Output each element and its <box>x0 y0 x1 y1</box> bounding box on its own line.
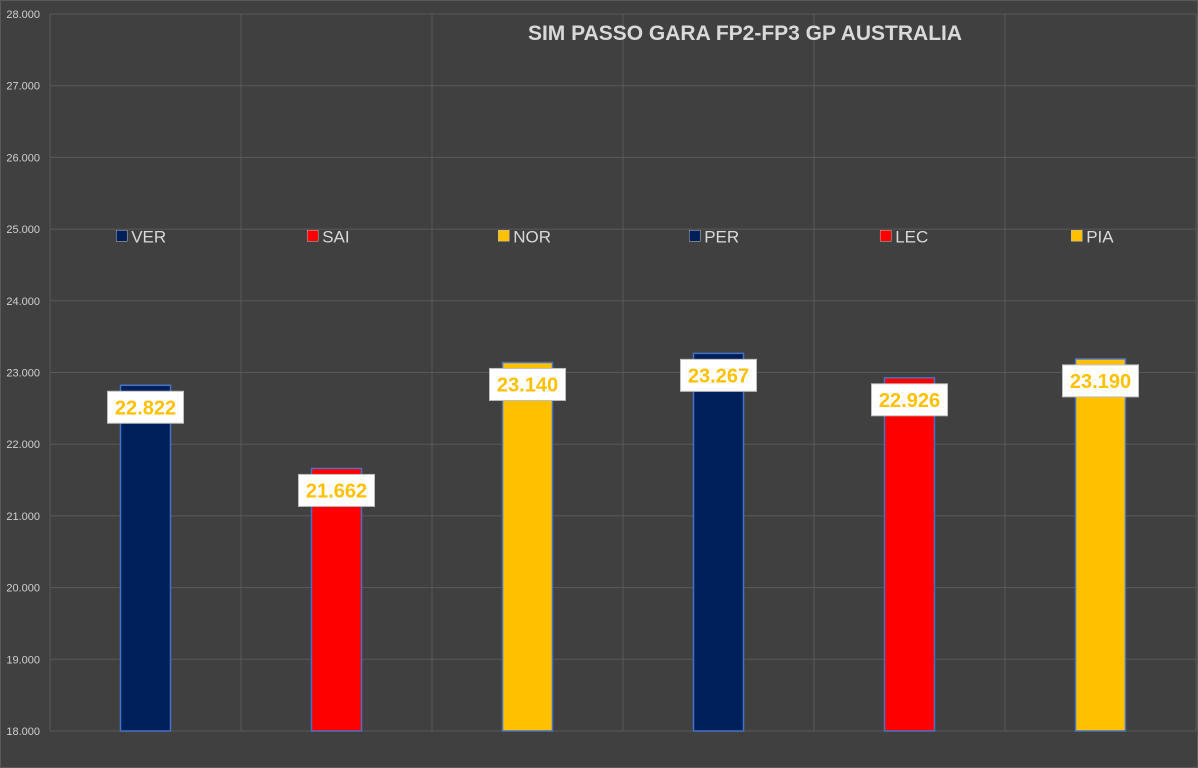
legend-label: VER <box>131 227 166 246</box>
legend-label: PER <box>704 227 739 246</box>
y-tick-label: 18.000 <box>6 726 40 738</box>
legend-swatch <box>306 230 319 242</box>
data-label-box <box>871 383 948 417</box>
data-label: 22.822 <box>115 397 176 419</box>
y-tick-label: 27.000 <box>6 81 40 93</box>
y-tick-label: 19.000 <box>6 654 40 666</box>
data-label: 23.140 <box>497 374 558 396</box>
legend-label: LEC <box>895 227 928 246</box>
y-tick-label: 25.000 <box>6 224 40 236</box>
y-tick-label: 23.000 <box>6 368 40 380</box>
data-label-box <box>680 358 757 392</box>
legend-label: SAI <box>322 227 349 246</box>
bars <box>119 352 1127 732</box>
legend-swatch <box>115 230 128 242</box>
y-tick-label: 20.000 <box>6 583 40 595</box>
legend-label: PIA <box>1086 227 1114 246</box>
data-label: 23.190 <box>1070 371 1131 393</box>
bar <box>310 467 363 732</box>
legend-label: NOR <box>513 227 551 246</box>
data-label: 21.662 <box>306 480 367 502</box>
chart-title: SIM PASSO GARA FP2-FP3 GP AUSTRALIA <box>528 22 962 45</box>
legend-swatch <box>879 230 892 242</box>
legend-swatch <box>1070 230 1083 242</box>
data-label: 22.926 <box>879 390 940 412</box>
y-axis: 18.000 19.000 20.000 21.000 22.000 23.000 24.0… <box>6 9 40 738</box>
y-tick-label: 22.000 <box>6 439 40 451</box>
y-tick-label: 28.000 <box>6 9 40 21</box>
gridlines <box>49 13 1197 732</box>
data-label-box <box>489 367 566 401</box>
data-label: 23.267 <box>688 365 749 387</box>
bar <box>1074 358 1127 732</box>
legend-swatch <box>497 230 510 242</box>
data-label-box <box>298 473 375 507</box>
bar <box>501 361 554 732</box>
data-label-box <box>1062 364 1139 398</box>
bar <box>119 384 172 732</box>
legend-swatch <box>688 230 701 242</box>
bar <box>883 377 936 732</box>
data-labels: 22.822 21.662 23.140 23.267 22.926 23.190 <box>107 358 1139 507</box>
legend: VER SAI NOR PER LEC PIA <box>115 227 1114 246</box>
y-tick-label: 26.000 <box>6 152 40 164</box>
y-tick-label: 24.000 <box>6 296 40 308</box>
data-label-box <box>107 390 184 424</box>
bar <box>692 352 745 732</box>
y-tick-label: 21.000 <box>6 511 40 523</box>
